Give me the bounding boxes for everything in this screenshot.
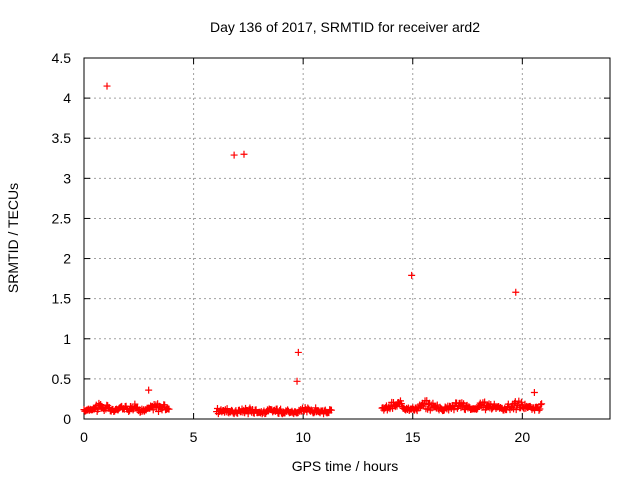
data-point [517, 398, 525, 406]
data-point [535, 406, 543, 414]
y-tick-label: 4.5 [52, 50, 72, 66]
y-tick-label: 3.5 [52, 130, 72, 146]
data-point [293, 377, 301, 385]
data-point [145, 386, 153, 394]
data-point [538, 400, 546, 408]
x-tick-label: 15 [405, 429, 421, 445]
x-tick-label: 20 [515, 429, 531, 445]
data-points [80, 82, 546, 418]
plot-frame [83, 57, 611, 420]
x-tick-label: 5 [190, 429, 198, 445]
y-tick-label: 1.5 [52, 291, 72, 307]
data-point [327, 406, 335, 414]
data-point [512, 288, 520, 296]
y-tick-label: 2.5 [52, 210, 72, 226]
data-point [514, 400, 522, 408]
x-axis-title: GPS time / hours [292, 458, 399, 474]
data-point [240, 150, 248, 158]
y-axis-title: SRMTID / TECUs [5, 183, 21, 293]
y-tick-label: 2 [63, 251, 71, 267]
grid [84, 58, 610, 419]
data-point [155, 408, 163, 416]
y-tick-label: 0.5 [52, 371, 72, 387]
data-point [408, 271, 416, 279]
chart-title: Day 136 of 2017, SRMTID for receiver ard… [210, 19, 480, 35]
x-tick-label: 0 [80, 429, 88, 445]
data-point [103, 82, 111, 90]
data-point [94, 405, 102, 413]
data-point [536, 405, 544, 413]
data-point [294, 348, 302, 356]
y-tick-label: 4 [63, 90, 71, 106]
data-point [537, 400, 545, 408]
data-point [512, 406, 520, 414]
x-tick-label: 10 [295, 429, 311, 445]
y-tick-label: 3 [63, 170, 71, 186]
data-point [530, 389, 538, 397]
y-tick-label: 0 [63, 411, 71, 427]
data-point [161, 401, 169, 409]
data-point [230, 151, 238, 159]
data-point [481, 398, 489, 406]
axis-ticks: 0 5 10 15 20 0 0.5 1 1.5 2 2.5 3 3.5 4 4.5 [52, 50, 610, 445]
y-tick-label: 1 [63, 331, 71, 347]
data-point [165, 405, 173, 413]
data-point [397, 400, 405, 408]
data-point [277, 405, 285, 413]
data-point [244, 410, 252, 418]
data-point [450, 406, 458, 414]
